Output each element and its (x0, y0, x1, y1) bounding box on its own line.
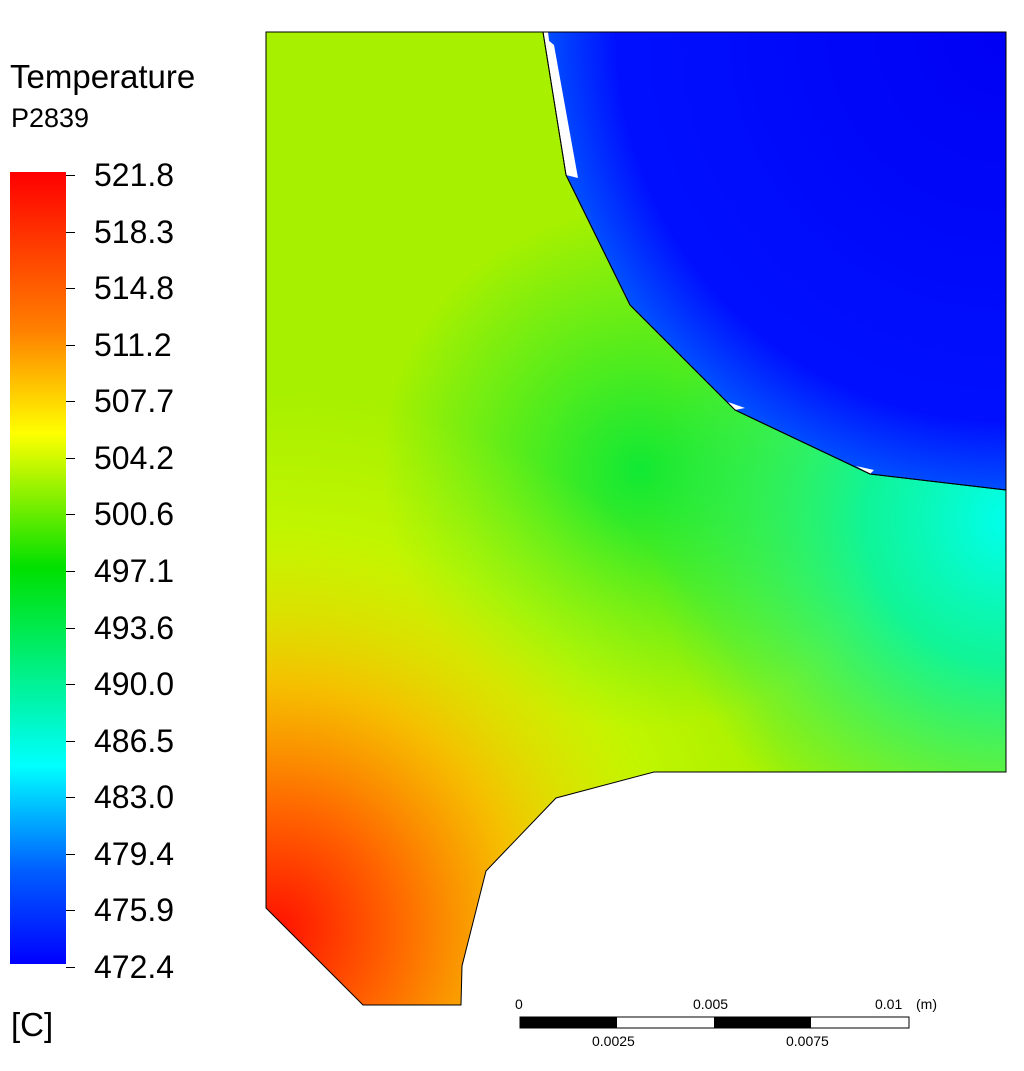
legend-title: Temperature (10, 58, 196, 95)
tick-label: 521.8 (94, 157, 175, 193)
legend-subtitle: P2839 (11, 103, 90, 133)
tick-mark (66, 231, 75, 233)
scale-label-0: 0 (515, 996, 523, 1012)
tick-mark (66, 457, 75, 459)
scale-unit: (m) (916, 996, 937, 1012)
tick-mark (66, 344, 75, 346)
tick-label: 479.4 (94, 835, 175, 872)
tick-label: 511.2 (94, 326, 172, 363)
color-bar (10, 172, 66, 964)
tick-label: 486.5 (94, 722, 175, 759)
tick-mark (66, 967, 75, 968)
tick-label: 504.2 (94, 439, 175, 476)
tick-mark (66, 853, 75, 855)
tick-mark (66, 288, 75, 290)
tick-label: 493.6 (94, 609, 175, 646)
tick-label: 507.7 (94, 383, 175, 420)
tick-mark (66, 514, 75, 516)
tick-label: 497.1 (94, 553, 175, 589)
tick-mark (66, 175, 75, 176)
tick-label: 490.0 (94, 666, 175, 703)
tick-label: 514.8 (94, 270, 175, 307)
tick-label: 475.9 (94, 892, 175, 929)
tick-mark (66, 797, 75, 799)
tick-mark (66, 740, 75, 742)
scale-bar (519, 1016, 910, 1029)
tick-label: 518.3 (94, 213, 175, 250)
tick-mark (66, 401, 75, 403)
tick-mark (66, 627, 75, 629)
tick-mark (66, 910, 75, 912)
scale-label-00075: 0.0075 (786, 1033, 829, 1049)
tick-mark (66, 684, 75, 686)
tick-label: 500.6 (94, 496, 175, 533)
scale-label-0005: 0.005 (693, 996, 729, 1012)
scale-label-001: 0.01 (875, 996, 903, 1012)
tick-label: 472.4 (94, 949, 175, 985)
tick-label: 483.0 (94, 779, 175, 816)
units-label: [C] (11, 1006, 54, 1043)
tick-mark (66, 571, 75, 572)
scale-label-00025: 0.0025 (592, 1033, 635, 1049)
